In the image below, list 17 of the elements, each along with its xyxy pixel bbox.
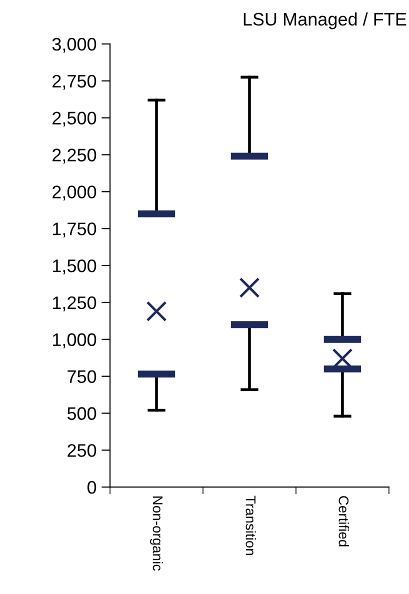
y-tick-label: 3,000 bbox=[52, 38, 96, 53]
y-tick-label: 750 bbox=[68, 370, 96, 384]
y-tick-label: 500 bbox=[67, 407, 96, 420]
x-tick-label: Non-organic bbox=[150, 496, 163, 571]
y-tick-label: 2,250 bbox=[52, 148, 96, 164]
y-tick-label: 1,750 bbox=[53, 222, 96, 238]
y-tick-label: 250 bbox=[68, 444, 96, 457]
y-tick-label: 1,000 bbox=[53, 333, 96, 348]
y-tick-label: 2,750 bbox=[52, 74, 96, 90]
y-tick-label: 2,500 bbox=[52, 112, 96, 127]
x-tick-label: Certified bbox=[338, 496, 349, 546]
chart-title: LSU Managed / FTE bbox=[244, 12, 406, 30]
x-tick-label: Transition bbox=[246, 496, 256, 555]
y-tick-label: 1,250 bbox=[53, 296, 96, 312]
y-tick-label: 1,500 bbox=[53, 259, 96, 274]
y-tick-label: 2,000 bbox=[52, 186, 96, 201]
y-tick-label: 0 bbox=[87, 481, 96, 494]
